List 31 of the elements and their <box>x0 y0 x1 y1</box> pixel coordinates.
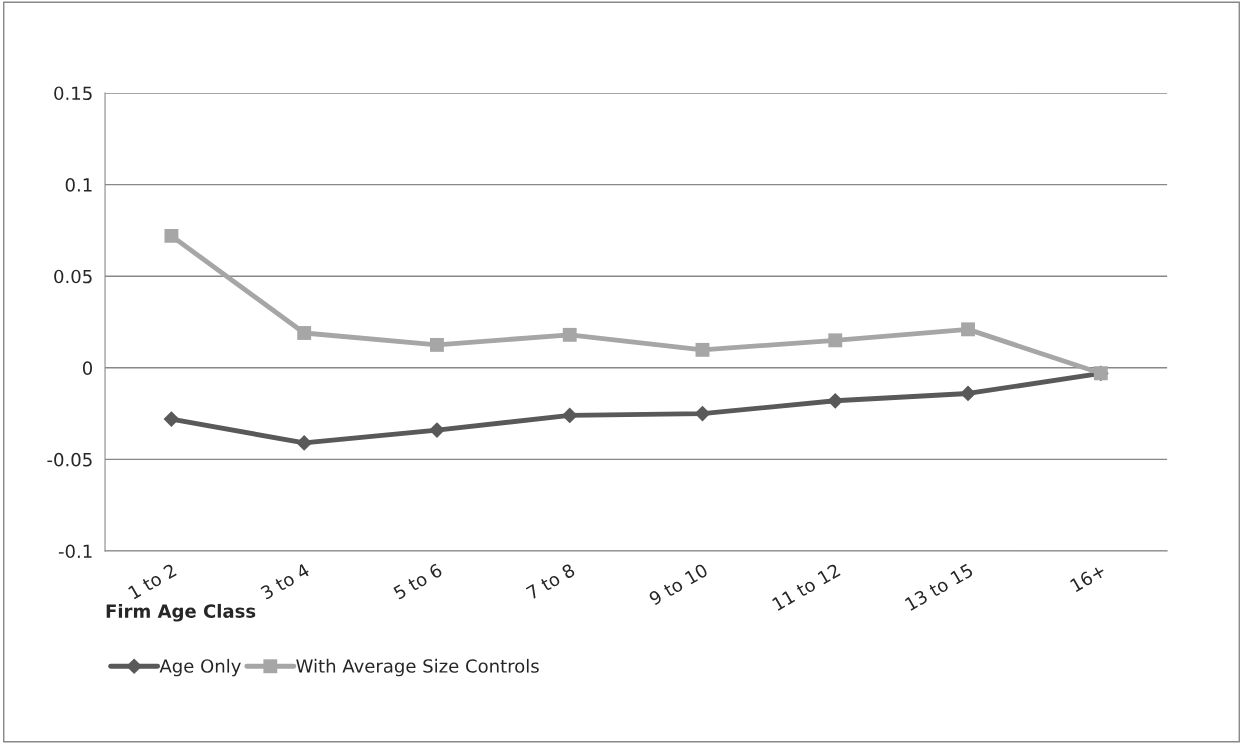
point <box>961 322 975 337</box>
point <box>827 392 844 409</box>
x-tick-label: 11 to 12 <box>771 563 841 612</box>
x-tick-label: 16+ <box>1069 563 1107 593</box>
x-tick-label: 5 to 6 <box>392 562 443 600</box>
point <box>561 407 578 424</box>
y-tick-label: 0.1 <box>65 178 92 192</box>
x-tick-label: 1 to 2 <box>127 563 177 600</box>
x-tick-label: 13 to 15 <box>904 563 974 612</box>
x-tick-label: 9 to 10 <box>648 562 709 606</box>
legend-label: With Average Size Controls <box>296 658 539 677</box>
point <box>694 405 711 422</box>
y-tick-label: -0.1 <box>58 544 92 559</box>
point <box>297 326 312 340</box>
point <box>562 327 577 342</box>
point <box>164 228 179 243</box>
point <box>695 342 710 357</box>
point <box>429 422 445 438</box>
point <box>296 435 313 451</box>
point <box>828 333 843 348</box>
point <box>163 411 180 427</box>
legend-label: Age Only <box>159 658 241 677</box>
point <box>430 337 444 352</box>
point <box>960 385 976 402</box>
x-tick-label: 3 to 4 <box>260 562 311 600</box>
y-tick-label: 0.15 <box>54 86 92 101</box>
y-tick-label: 0 <box>82 361 93 375</box>
y-tick-label: -0.05 <box>47 452 92 467</box>
x-tick-label: 7 to 8 <box>525 563 576 600</box>
y-tick-label: 0.05 <box>54 269 92 284</box>
x-axis-title: Firm Age Class <box>106 603 256 622</box>
